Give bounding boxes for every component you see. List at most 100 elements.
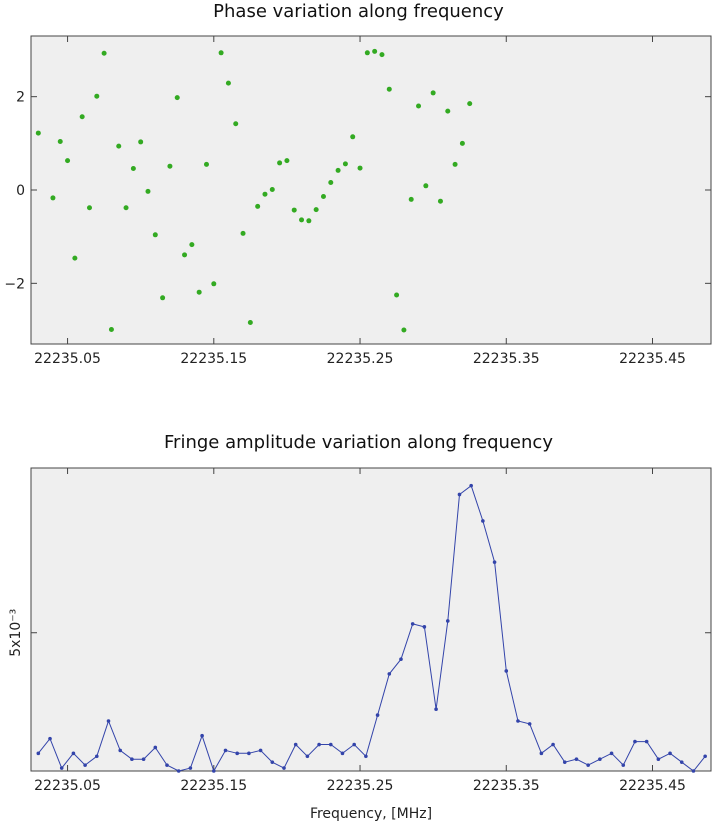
amplitude-point [247, 751, 251, 756]
phase-point [108, 327, 114, 333]
amplitude-point [106, 719, 111, 723]
phase-point [145, 188, 151, 194]
phase-point [416, 103, 422, 109]
amplitude-point [633, 739, 637, 744]
phase-point [182, 252, 188, 258]
phase-point [350, 134, 356, 140]
amplitude-point [352, 742, 356, 747]
amplitude-point [223, 748, 228, 753]
phase-point [50, 195, 56, 201]
amplitude-point [621, 763, 626, 767]
phase-point [467, 101, 473, 107]
amplitude-point [644, 739, 649, 744]
phase-y-tick-label: 0 [16, 183, 25, 199]
phase-point [94, 93, 100, 99]
amplitude-plot-area [30, 467, 712, 772]
amplitude-point [282, 766, 286, 770]
phase-point [364, 50, 370, 56]
amplitude-point [211, 769, 216, 773]
amplitude-point [130, 757, 134, 762]
amplitude-point [656, 757, 661, 762]
phase-point [101, 50, 107, 56]
phase-point [437, 198, 443, 204]
amplitude-point [527, 722, 532, 726]
phase-point [423, 183, 429, 189]
phase-x-tick-label: 22235.15 [180, 351, 247, 367]
phase-point [86, 205, 92, 211]
amplitude-point [200, 733, 204, 738]
amplitude-point [188, 766, 193, 770]
amplitude-point [328, 742, 333, 747]
amplitude-line [37, 484, 706, 773]
amplitude-x-tick-label: 22235.05 [34, 778, 101, 794]
phase-point [65, 158, 71, 164]
amplitude-point [609, 751, 614, 756]
phase-point [130, 166, 136, 172]
amplitude-point [305, 754, 310, 759]
amplitude-point [504, 669, 509, 673]
amplitude-point [235, 751, 239, 756]
amplitude-point [598, 757, 602, 762]
phase-point [196, 289, 202, 295]
phase-point [167, 163, 173, 169]
phase-point [445, 108, 451, 114]
amplitude-point [679, 760, 684, 764]
phase-point [247, 320, 253, 326]
phase-x-tick-label: 22235.45 [619, 351, 686, 367]
phase-point [452, 161, 458, 167]
phase-point [174, 95, 180, 101]
phase-point [138, 139, 144, 145]
phase-point [35, 130, 41, 136]
phase-point [225, 80, 231, 86]
amplitude-point [118, 748, 123, 753]
phase-point [79, 114, 85, 120]
phase-point [459, 140, 465, 146]
phase-point [240, 230, 246, 236]
amplitude-x-tick-label: 22235.15 [180, 778, 247, 794]
phase-point [116, 143, 122, 149]
phase-point [394, 292, 400, 298]
amplitude-point [340, 751, 345, 756]
amplitude-point [551, 742, 555, 747]
phase-point [291, 207, 297, 213]
amplitude-point [375, 713, 380, 717]
phase-point [320, 194, 326, 200]
phase-x-tick-label: 22235.05 [34, 351, 101, 367]
phase-point [269, 187, 275, 193]
phase-plot-area [30, 35, 712, 345]
amplitude-point [399, 657, 403, 662]
phase-point [313, 207, 319, 213]
amplitude-point [410, 622, 415, 626]
amplitude-point [317, 742, 321, 747]
amplitude-point [95, 754, 99, 759]
amplitude-point [691, 769, 696, 773]
amplitude-point [36, 751, 41, 756]
amplitude-point [364, 754, 368, 759]
amplitude-point [539, 751, 544, 756]
phase-y-tick-label: −2 [4, 276, 25, 292]
phase-point [255, 203, 261, 209]
amplitude-point [141, 757, 146, 762]
phase-point [152, 232, 158, 238]
amplitude-x-tick-label: 22235.35 [473, 778, 540, 794]
phase-point [328, 180, 334, 186]
phase-point [262, 191, 268, 197]
phase-point [408, 196, 414, 202]
phase-point [189, 242, 195, 248]
amplitude-x-axis-label: Frequency, [MHz] [310, 806, 432, 822]
amplitude-point [165, 763, 169, 767]
amplitude-x-tick-label: 22235.25 [327, 778, 394, 794]
amplitude-point [387, 672, 392, 676]
phase-x-tick-label: 22235.25 [327, 351, 394, 367]
amplitude-point [481, 519, 485, 523]
amplitude-point [258, 748, 263, 753]
amplitude-point [83, 763, 87, 767]
amplitude-point [668, 751, 672, 756]
amplitude-point [516, 719, 520, 723]
amplitude-point [574, 757, 579, 762]
phase-chart-title: Phase variation along frequency [213, 1, 504, 22]
phase-point [379, 52, 385, 58]
amplitude-point [586, 763, 590, 767]
phase-point [386, 86, 392, 92]
